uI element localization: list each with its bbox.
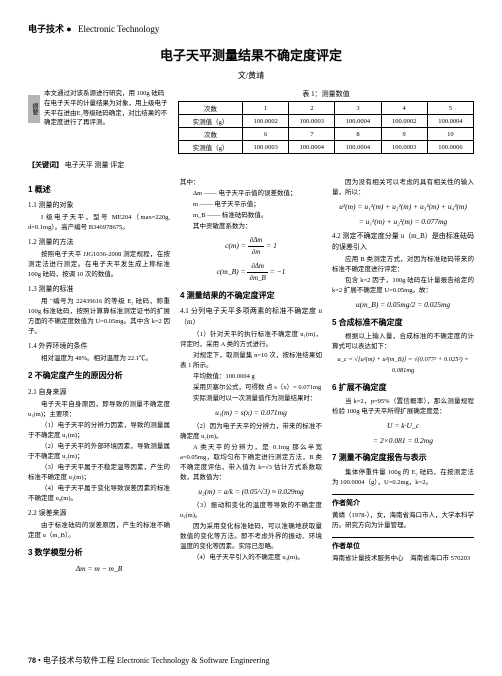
p: 其中： xyxy=(180,178,322,188)
footer-en: Electronic Technology & Software Enginee… xyxy=(117,656,270,665)
p: 用 "编号为 22439616 的等级 E₂ 砝码，称重 100g 标准砝码，按… xyxy=(28,297,170,337)
top-row: 摘要 本文通过对该系源进行研究，用 100g 砝码在电子天平的计量结果为对象，用… xyxy=(28,89,474,154)
footer: 78 • 电子技术与软件工程 Electronic Technology & S… xyxy=(28,655,269,666)
formula: u²(m) = u₁²(m) + u₂²(m) + u₃²(m) + u₄²(m… xyxy=(332,201,474,213)
formula: u₁(m) = s(x) = 0.071mg xyxy=(180,407,322,419)
p: 平均数值：100.0004 g xyxy=(180,372,322,382)
p: 电子天平自身原因，即导致的测量不确定度 u₁(m)；主要项： xyxy=(28,400,170,420)
p: A 类天平的分辨力，是 0.1mg 那么半宽 a=0.05mg，取均匀布下确定进… xyxy=(180,443,322,483)
p: 因为没有相关可以考虑的具有相关性的输入量，所以： xyxy=(332,178,474,198)
h-s12: 1.2 测量的方法 xyxy=(28,237,170,248)
page-number: 78 xyxy=(28,656,36,665)
p: 根据以上输入量，合成标准的不确定度的计算式可以表达如下： xyxy=(332,332,474,352)
keywords-text: 电子天平 测量 评定 xyxy=(65,161,125,169)
h-s41: 4.1 分列电子天平多项两素的标准不确定度 u（m） xyxy=(180,306,322,328)
p: 按照电子天平 JJG1036-2008 测定规程，在按测定法进行测定。在电子天平… xyxy=(28,250,170,280)
table-row: 次数 1 2 3 4 5 xyxy=(179,102,474,115)
h-s5: 5 合成标准不确定度 xyxy=(332,317,474,329)
author-unit-h: 作者单位 xyxy=(332,537,474,552)
header-dot: ● xyxy=(66,24,71,34)
p: （3）电子天平属于不稳定温等因素，产生的标准不确定度 u₃(m)； xyxy=(28,463,170,483)
p: m —— 电子天平示值； xyxy=(180,200,322,210)
header-cn: 电子技术 xyxy=(28,24,64,34)
p: I 级电子天平，型号 ME204（max=220g, d=0.1mg）。高产编号… xyxy=(28,213,170,233)
p: （1）针对天平的执行标准不确定度 u₁(m)，评定时，采用 A 类的方式进行。 xyxy=(180,330,322,350)
h-s3: 3 数学模型分析 xyxy=(28,547,170,559)
p: （4）电子天平属于变化导致误差因素的标准不确定度 u₄(m)。 xyxy=(28,484,170,504)
table-wrap: 表 1：测量数值 次数 1 2 3 4 5 实测值（g） 100.0002 10… xyxy=(178,89,474,154)
body-columns: 1 概述 1.1 测量的对象 I 级电子天平，型号 ME204（max=220g… xyxy=(28,178,474,574)
table-row: 次数 6 7 8 9 10 xyxy=(179,128,474,141)
section-header: 电子技术 ● Electronic Technology xyxy=(28,22,474,35)
p: 因为采用变化标准砝码，可以准确地获取量数值的变化等方法。即不考虑外界的振动、环境… xyxy=(180,522,322,552)
footer-sep: • xyxy=(38,656,41,665)
author-bio-h: 作者简介 xyxy=(332,494,474,509)
data-table: 次数 1 2 3 4 5 实测值（g） 100.0002 100.0003 10… xyxy=(178,101,474,154)
h-s7: 7 测量不确定度报告与表示 xyxy=(332,452,474,464)
formula: u₂(m) = a/k = (0.05/√3) ≈ 0.029mg xyxy=(180,486,322,498)
p: 应用 B 类测定方式，对因为标准砝码带来的标准不确定度进行评定： xyxy=(332,255,474,275)
h-s2: 2 不确定度产生的原因分析 xyxy=(28,370,170,382)
p: 采用贝塞尔公式，可得数 点 s（x）= 0.071mg xyxy=(180,383,322,393)
p: 其中灵敏度系数为： xyxy=(180,222,322,232)
p: 当 k=2，p=95%（置信概率），那么测量规程检验 100g 电子天平所得扩展… xyxy=(332,397,474,417)
formula: = 2×0.081 = 0.2mg xyxy=(332,435,474,447)
h-s11: 1.1 测量的对象 xyxy=(28,200,170,211)
h-s13: 1.3 测量的标准 xyxy=(28,284,170,295)
author-unit-p: 海南省计量技术服务中心 海南省海口市 570203 xyxy=(332,554,474,564)
p: m_B —— 标准砝码数值。 xyxy=(180,211,322,221)
formula: U = k·U_c xyxy=(332,420,474,432)
h-s42: 4.2 测定不确定度分量 u（m_B）是由标准砝码的误差引入 xyxy=(332,231,474,253)
p: 集体停重件量 100g 的 E₂ 砝码，在按测定法为 100.0004（g），U… xyxy=(332,468,474,488)
author-bio-p: 黄靖（1978-），女，海南省海口市人，大学本科学历。研究方向为计量管理。 xyxy=(332,511,474,531)
abstract-box: 摘要 本文通过对该系源进行研究，用 100g 砝码在电子天平的计量结果为对象，用… xyxy=(28,89,168,154)
formula: c(m) = ∂Δm∂m = 1 xyxy=(180,235,322,258)
p: （1）电子天平的分辨力因素，导致的测量属于不确定度 u₁(m)； xyxy=(28,421,170,441)
p: 由于标准砝码的误差原因，产生的标准不确定度 u（m_B）。 xyxy=(28,521,170,541)
p: （2）电子天平的外部环境因素，导致测量属于不确定度 u₂(m)； xyxy=(28,442,170,462)
h-s1: 1 概述 xyxy=(28,184,170,196)
p: Δm —— 电子天平示值的误差数值； xyxy=(180,189,322,199)
page-title: 电子天平测量结果不确定度评定 xyxy=(28,45,474,64)
table-caption: 表 1：测量数值 xyxy=(178,89,474,99)
formula: Δm = m − m_B xyxy=(28,563,170,575)
abstract-tab: 摘要 xyxy=(28,95,40,123)
table-row: 实测值（g） 100.0002 100.0003 100.0004 100.00… xyxy=(179,115,474,128)
p: 对规定下，取测量集 n=10 次，按标准结果如表 1 所示。 xyxy=(180,351,322,371)
h-s6: 6 扩展不确定度 xyxy=(332,382,474,394)
h-s4: 4 测量结果的不确定度评定 xyxy=(180,290,322,302)
header-en: Electronic Technology xyxy=(78,24,159,34)
p: （3）振动和变化的温度等导致的不确定度 u₃(m)。 xyxy=(180,501,322,521)
p: （4）电子天平引入的不确定度 u₄(m)。 xyxy=(180,553,322,563)
p: （2）因为电子天平的分辨力，带来的标准不确定度 u₂(m)。 xyxy=(180,422,322,442)
formula: u_c = √[u²(m) + u²(m_B)] = √(0.077² + 0.… xyxy=(332,355,474,375)
h-s22: 2.2 误差来源 xyxy=(28,508,170,519)
formula: u(m_B) = 0.05mg/2 = 0.025mg xyxy=(332,299,474,311)
footer-cn: 电子技术与软件工程 xyxy=(43,656,115,665)
keywords-label: 【关键词】 xyxy=(28,161,63,169)
p: 实际测量时以一次测量值作为测量结果时： xyxy=(180,394,322,404)
p: 相对温度为 48%。相对温度为 22.1℃。 xyxy=(28,354,170,364)
h-s14: 1.4 外界环境的条件 xyxy=(28,341,170,352)
author-line: 文/黄靖 xyxy=(28,70,474,81)
abstract-text: 本文通过对该系源进行研究，用 100g 砝码在电子天平的计量结果为对象，用上级电… xyxy=(44,90,168,126)
formula: = u₁²(m) + u₂²(m) = 0.077mg xyxy=(332,216,474,228)
table-row: 实测值（g） 100.0003 100.0004 100.0004 100.00… xyxy=(179,141,474,154)
formula: c(m_B) = ∂Δm∂m_B = −1 xyxy=(180,261,322,284)
h-s21: 2.1 自身来源 xyxy=(28,387,170,398)
keywords: 【关键词】 电子天平 测量 评定 xyxy=(28,160,474,170)
p: 包含 k=2 因子，100g 砝码在计量报告给定的 k=2 扩展不确定度 U=0… xyxy=(332,276,474,296)
